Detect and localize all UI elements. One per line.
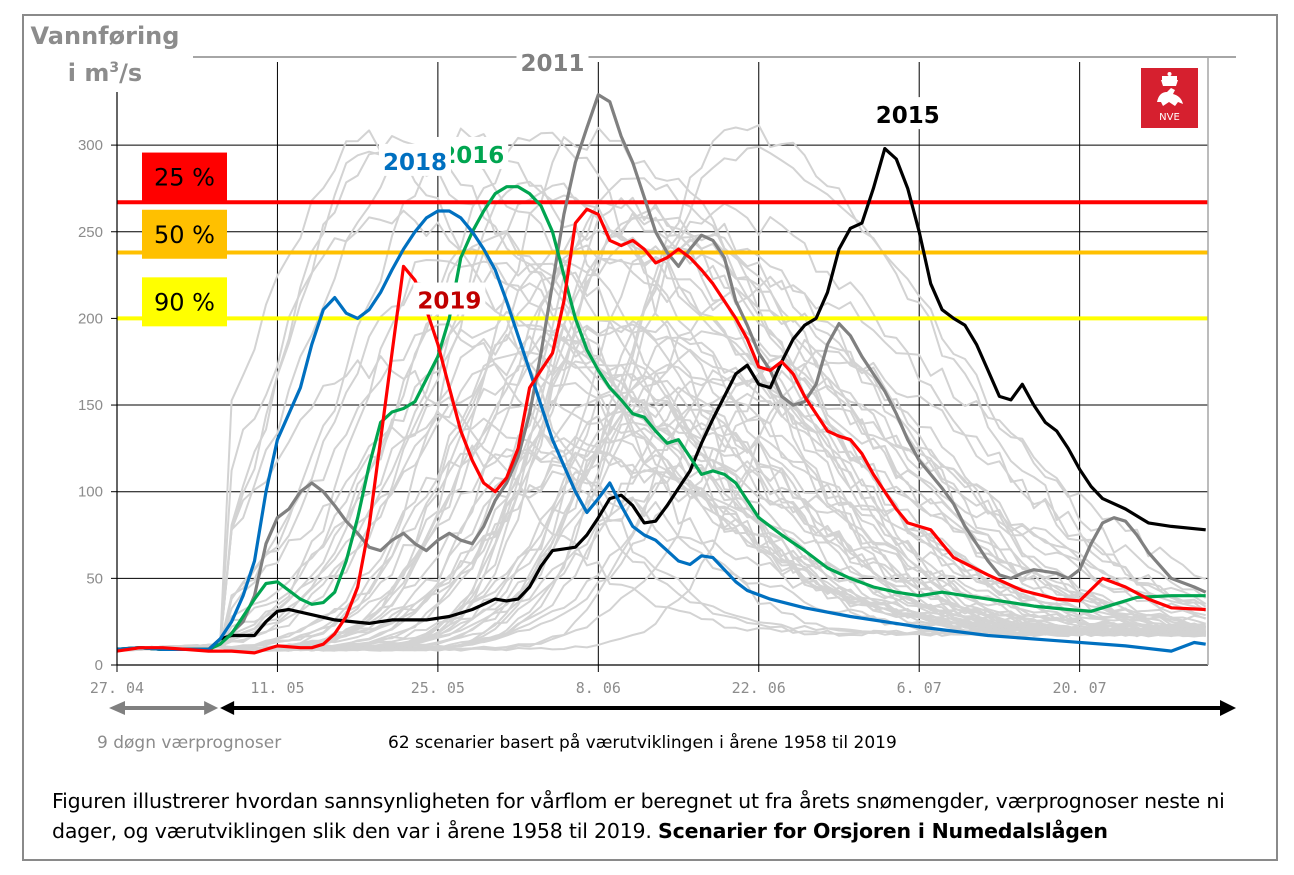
period-arrows <box>109 700 1236 716</box>
series-line-2019 <box>116 207 1206 655</box>
x-tick-label: 22. 06 <box>732 679 786 697</box>
x-tick-label: 6. 07 <box>897 679 942 697</box>
logo-text: NVE <box>1159 112 1180 123</box>
forecast-arrow-left-head <box>109 701 125 715</box>
y-tick-label: 0 <box>95 657 103 674</box>
y-axis-title-line1: Vannføring <box>30 22 180 50</box>
y-tick-label: 150 <box>78 397 103 414</box>
series-line-2015 <box>116 147 1206 652</box>
scenario-curve <box>116 256 1206 652</box>
y-tick-label: 50 <box>86 570 103 587</box>
y-axis-title-line2: i m3/s <box>67 59 143 87</box>
series-line-2011 <box>116 93 1207 652</box>
scenario-curve <box>116 222 1206 652</box>
scenario-curve <box>116 350 1206 651</box>
x-tick-label: 11. 05 <box>250 679 304 697</box>
caption-text: Figuren illustrerer hvordan sannsynlighe… <box>52 789 1225 843</box>
threshold-badge-label: 50 % <box>154 221 215 249</box>
threshold-badge: 90 % <box>142 277 227 327</box>
series-label-bg-2018 <box>378 143 451 176</box>
x-tick-label: 27. 04 <box>90 679 144 697</box>
threshold-badge-bg <box>142 209 227 259</box>
x-tick-label: 20. 07 <box>1053 679 1107 697</box>
x-tick-label: 25. 05 <box>411 679 465 697</box>
y-axis-title: Vannføring i m3/s <box>30 20 180 89</box>
highlight-series <box>116 93 1207 655</box>
threshold-lines: 25 % 50 % 90 % <box>117 152 1208 327</box>
threshold-badge-bg <box>142 152 227 202</box>
y-tick-label: 100 <box>78 484 103 501</box>
scenario-curve <box>116 432 1206 651</box>
scenario-arrow-left-head <box>220 701 235 715</box>
threshold-badge: 25 % <box>142 152 227 202</box>
figure-caption: Figuren illustrerer hvordan sannsynlighe… <box>52 786 1267 846</box>
scenario-curve <box>116 145 1206 651</box>
series-label-2018: 2018 <box>383 150 447 176</box>
scenario-arrow-right-head <box>1220 700 1236 716</box>
scenario-curve <box>116 323 1206 651</box>
y-tick-label: 200 <box>78 310 103 327</box>
threshold-badge-label: 90 % <box>154 288 215 316</box>
nve-logo: NVE <box>1141 68 1198 128</box>
series-label-bg-2011 <box>516 45 589 78</box>
y-tick-label: 300 <box>78 137 103 154</box>
forecast-period-note: 9 døgn værprognoser <box>97 733 282 753</box>
lion-crest-icon <box>1157 72 1183 106</box>
scenario-curve <box>116 355 1206 652</box>
figure-frame <box>22 14 1278 861</box>
series-label-bg-2015 <box>871 97 944 130</box>
scenario-period-note: 62 scenarier basert på værutviklingen i … <box>388 733 897 753</box>
caption-bold: Scenarier for Orsjoren i Numedalslågen <box>658 819 1108 843</box>
series-label-2015: 2015 <box>876 103 940 129</box>
threshold-badge-bg <box>142 277 227 327</box>
series-line-2016 <box>116 185 1206 652</box>
forecast-arrow-right-head <box>204 701 219 715</box>
series-label-bg-2019 <box>413 282 486 315</box>
y-tick-label: 250 <box>78 224 103 241</box>
series-label-2019: 2019 <box>417 289 481 315</box>
scenario-curve <box>116 353 1206 652</box>
threshold-badge: 50 % <box>142 209 227 259</box>
x-tick-label: 8. 06 <box>576 679 621 697</box>
axes: 0 50 100 150 200 250 300 27. 04 11. 05 25. 05 8. 0… <box>78 57 1209 697</box>
scenario-curve <box>116 177 1207 652</box>
series-label-2011: 2011 <box>520 51 584 77</box>
threshold-badge-label: 25 % <box>154 164 215 192</box>
series-line-2018 <box>116 209 1206 653</box>
